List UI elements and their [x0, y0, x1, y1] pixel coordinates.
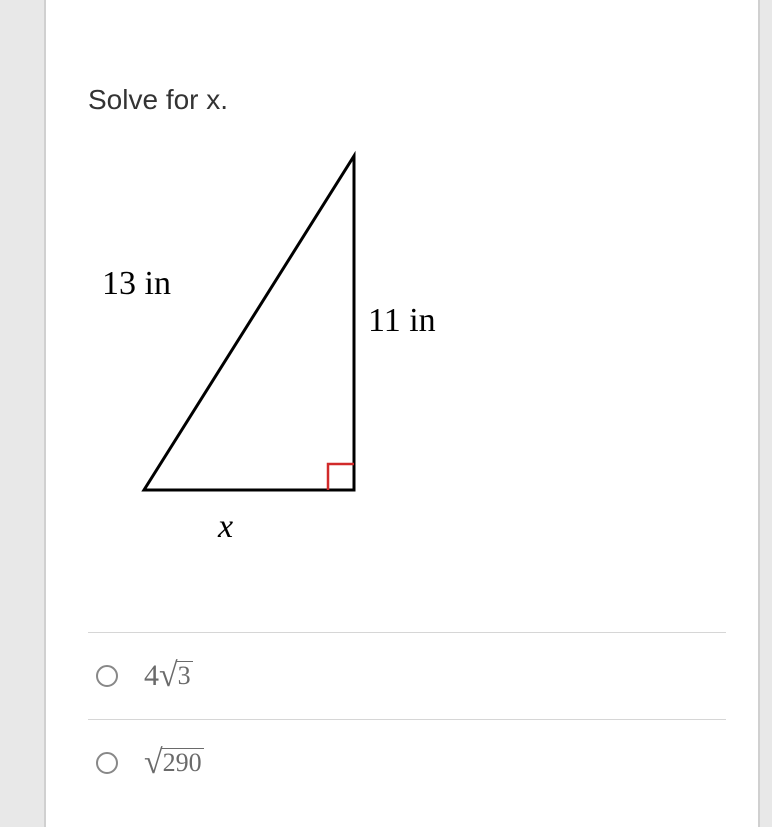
radio-icon[interactable]: [96, 665, 118, 687]
triangle-diagram: [94, 140, 474, 560]
choice-row[interactable]: 4 √ 3: [88, 632, 726, 719]
question-card: Solve for x. 13 in 11 in x 4 √ 3: [44, 0, 760, 827]
answer-choices: 4 √ 3 √ 290: [88, 632, 726, 806]
question-prompt: Solve for x.: [88, 84, 228, 116]
choice-math: 4 √ 3: [144, 659, 193, 693]
choice-math: √ 290: [144, 746, 204, 780]
triangle-shape: [144, 156, 354, 490]
radio-icon[interactable]: [96, 752, 118, 774]
radicand: 3: [176, 661, 193, 691]
choice-row[interactable]: √ 290: [88, 719, 726, 806]
sqrt-icon: √ 3: [159, 659, 193, 693]
triangle-svg: [94, 140, 474, 560]
label-hypotenuse: 13 in: [102, 265, 171, 303]
label-vertical-leg: 11 in: [368, 302, 436, 340]
right-angle-marker: [328, 464, 354, 490]
sqrt-icon: √ 290: [144, 746, 204, 780]
label-base: x: [218, 508, 233, 546]
radicand: 290: [161, 748, 204, 778]
coef: 4: [144, 659, 159, 693]
